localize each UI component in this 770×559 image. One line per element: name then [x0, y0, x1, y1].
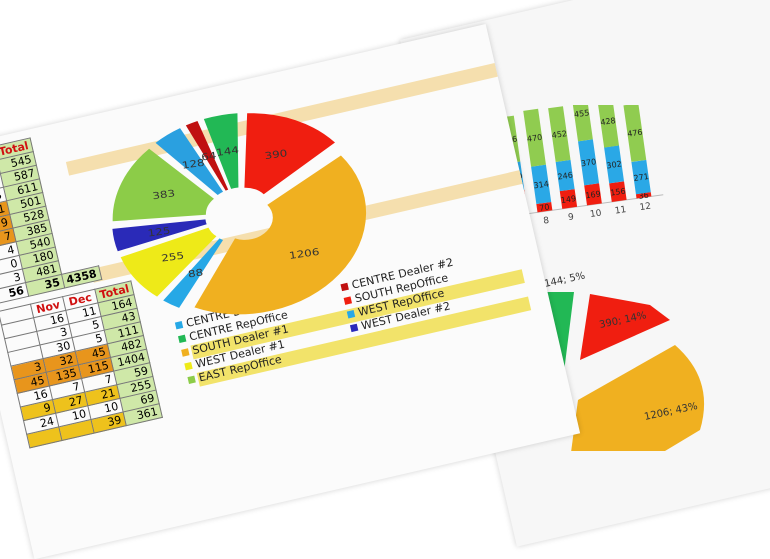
slice-label: 125	[147, 225, 171, 239]
x-tick-label: 10	[589, 208, 602, 220]
x-tick-label: 8	[543, 216, 550, 227]
legend-swatch	[178, 335, 186, 343]
legend-swatch	[181, 348, 189, 356]
top-data-table: Total54545873611150195287385454001803481…	[0, 129, 102, 304]
pie-slice	[570, 345, 704, 451]
x-tick-label: 11	[614, 205, 627, 216]
bar-data-label: 70	[539, 203, 550, 213]
grand-total-cell: 4358	[62, 266, 102, 288]
pie-slice	[580, 294, 670, 360]
slice-label: 64	[201, 150, 218, 163]
slice-label: 144; 5%	[543, 271, 586, 290]
x-tick-label: 9	[568, 212, 575, 223]
legend-swatch	[187, 376, 195, 384]
pie-slice	[103, 141, 216, 228]
slice-label: 88	[187, 267, 204, 280]
x-tick-label: 12	[639, 202, 652, 213]
legend-swatch	[184, 362, 192, 370]
